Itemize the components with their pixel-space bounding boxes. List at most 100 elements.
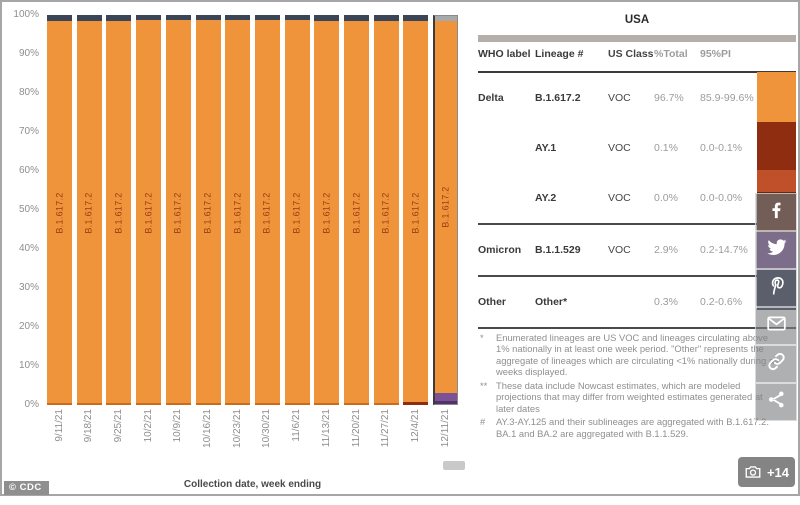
table-cell: Other*	[535, 296, 568, 308]
table-row[interactable]: Omicron B.1.1.529 VOC 2.9% 0.2-14.7%	[478, 225, 796, 275]
chart-scrollbar-thumb[interactable]	[443, 461, 465, 470]
table-row[interactable]: AY.2 VOC 0.0% 0.0-0.0%	[478, 173, 796, 223]
segment-other[interactable]	[344, 15, 369, 21]
segment-b16172[interactable]: B.1.617.2	[254, 20, 280, 405]
table-row[interactable]: Delta B.1.617.2 VOC 96.7% 85.9-99.6%	[478, 73, 796, 123]
bar-12/11/21[interactable]: B.1.617.2	[433, 15, 459, 405]
segment-b16172[interactable]: B.1.617.2	[403, 20, 429, 405]
segment-other[interactable]	[106, 15, 132, 21]
bar-11/6/21[interactable]: B.1.617.2	[284, 15, 310, 405]
x-tick-text: 11/6/21	[291, 409, 303, 442]
x-tick-label: 9/25/21	[106, 409, 131, 477]
segment-b16172[interactable]: B.1.617.2	[373, 20, 399, 405]
column-header: WHO label	[478, 48, 531, 60]
segment-other[interactable]	[225, 15, 251, 20]
segment-b16172[interactable]: B.1.617.2	[195, 20, 221, 405]
bar-11/20/21[interactable]: B.1.617.2	[344, 15, 369, 405]
segment-other[interactable]	[254, 15, 280, 21]
table-cell: B.1.617.2	[535, 92, 581, 104]
x-tick-text: 9/25/21	[112, 409, 124, 443]
plot-area: B.1.617.2 B.1.617.2 B.1.617.2 B.1.617.2 B.1.…	[2, 2, 472, 494]
y-tick-label: 0%	[24, 399, 39, 410]
photo-gallery-button[interactable]: +14	[738, 457, 795, 487]
facebook-icon	[766, 199, 787, 225]
legend-color-segment	[757, 170, 796, 192]
table-row[interactable]: AY.1 VOC 0.1% 0.0-0.1%	[478, 123, 796, 173]
table-cell: 0.0%	[654, 192, 678, 204]
x-tick-label: 9/18/21	[77, 409, 102, 477]
segment-b16172[interactable]: B.1.617.2	[225, 20, 251, 405]
share-icon	[766, 389, 787, 415]
pinterest-share-button[interactable]	[755, 269, 797, 307]
x-tick-text: 10/30/21	[261, 409, 273, 448]
y-tick-label: 60%	[18, 165, 39, 176]
facebook-share-button[interactable]	[755, 193, 797, 231]
table-cell: AY.2	[535, 192, 557, 204]
bar-10/9/21[interactable]: B.1.617.2	[165, 15, 191, 405]
link-icon	[766, 351, 787, 377]
segment-omicron[interactable]	[435, 392, 458, 404]
segment-b16172[interactable]: B.1.617.2	[76, 20, 102, 405]
bar-9/18/21[interactable]: B.1.617.2	[76, 15, 102, 405]
y-tick-label: 90%	[18, 48, 39, 59]
bar-10/2/21[interactable]: B.1.617.2	[136, 15, 162, 405]
twitter-share-button[interactable]	[755, 231, 797, 269]
table-title: USA	[624, 14, 650, 26]
x-tick-label: 10/23/21	[225, 409, 250, 477]
bar-9/11/21[interactable]: B.1.617.2	[47, 15, 72, 405]
table-horizontal-scrollbar[interactable]	[478, 35, 796, 42]
table-cell: 85.9-99.6%	[700, 92, 754, 104]
segment-b16172[interactable]: B.1.617.2	[47, 20, 72, 405]
bar-10/16/21[interactable]: B.1.617.2	[195, 15, 221, 405]
y-tick-label: 70%	[18, 126, 39, 137]
table-cell: Delta	[478, 92, 504, 104]
footnote-marker: #	[480, 416, 486, 428]
footnote: # AY.3-AY.125 and their sublineages are a…	[480, 416, 780, 439]
segment-other[interactable]	[47, 15, 72, 21]
y-axis: 100% 90% 80% 70% 60% 50% 40% 30% 20% 10% 0%	[2, 2, 42, 422]
segment-b16172[interactable]: B.1.617.2	[165, 20, 191, 405]
segment-other[interactable]	[435, 16, 458, 21]
share-share-button[interactable]	[755, 383, 797, 421]
bar-10/30/21[interactable]: B.1.617.2	[254, 15, 280, 405]
footnote-text: Enumerated lineages are US VOC and linea…	[496, 332, 779, 378]
social-share-column	[755, 193, 797, 421]
y-tick-label: 10%	[18, 360, 39, 371]
segment-b16172[interactable]: B.1.617.2	[136, 20, 162, 405]
table-footnotes: * Enumerated lineages are US VOC and line…	[480, 332, 780, 441]
table-cell: 0.2-0.6%	[700, 296, 743, 308]
email-share-button[interactable]	[755, 307, 797, 345]
segment-other[interactable]	[314, 15, 340, 21]
table-row[interactable]: Other Other* 0.3% 0.2-0.6%	[478, 277, 796, 327]
segment-other[interactable]	[195, 15, 221, 20]
segment-b16172[interactable]: B.1.617.2	[314, 20, 340, 405]
table-cell: 0.2-14.7%	[700, 244, 748, 256]
x-axis-title: Collection date, week ending	[183, 479, 322, 490]
x-tick-text: 12/4/21	[409, 409, 421, 443]
bar-11/13/21[interactable]: B.1.617.2	[314, 15, 340, 405]
segment-b16172[interactable]: B.1.617.2	[284, 20, 310, 405]
segment-other[interactable]	[284, 15, 310, 21]
bar-9/25/21[interactable]: B.1.617.2	[106, 15, 132, 405]
bar-10/23/21[interactable]: B.1.617.2	[225, 15, 251, 405]
segment-b16172[interactable]: B.1.617.2	[106, 20, 132, 405]
segment-other[interactable]	[373, 15, 399, 21]
bar-12/4/21[interactable]: B.1.617.2	[403, 15, 429, 405]
segment-b16172[interactable]: B.1.617.2	[344, 20, 369, 405]
bar-11/27/21[interactable]: B.1.617.2	[373, 15, 399, 405]
segment-other[interactable]	[403, 15, 429, 21]
link-share-button[interactable]	[755, 345, 797, 383]
segment-other[interactable]	[165, 15, 191, 21]
table-group: Other Other* 0.3% 0.2-0.6%	[478, 277, 796, 329]
footnote-marker: **	[480, 379, 488, 391]
legend-color-segment	[757, 122, 796, 170]
x-tick-text: 12/11/21	[439, 409, 451, 448]
email-icon	[766, 313, 787, 339]
table-cell: 0.0-0.1%	[700, 142, 743, 154]
segment-other[interactable]	[136, 15, 162, 21]
x-tick-label: 10/2/21	[136, 409, 161, 477]
column-header: %Total	[654, 48, 688, 60]
segment-b16172[interactable]: B.1.617.2	[435, 21, 458, 393]
segment-other[interactable]	[76, 15, 102, 21]
